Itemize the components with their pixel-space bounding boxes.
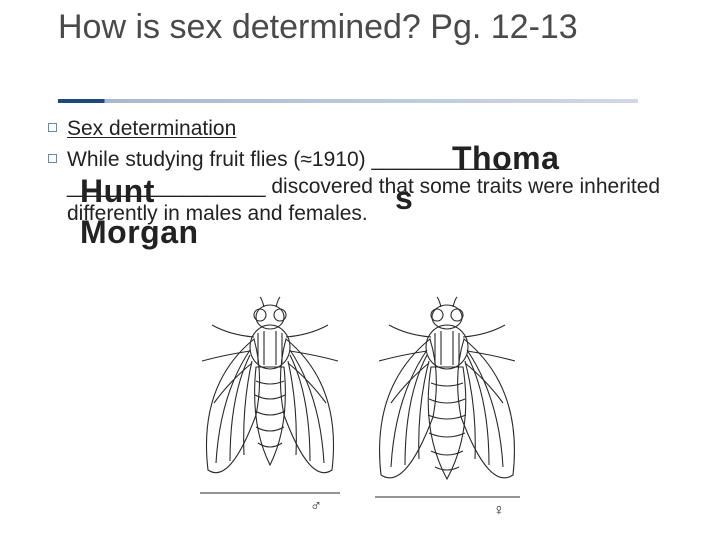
bullet-1-text: Sex determination <box>67 116 688 143</box>
male-symbol-icon: ♂ <box>310 498 322 515</box>
answer-thomas-part1: Thoma <box>452 140 559 177</box>
answer-morgan: Morgan <box>80 214 199 251</box>
fly-male-svg: ♂ <box>190 295 350 520</box>
bullet-marker-icon <box>48 123 57 132</box>
answer-thomas-part2: s <box>395 180 413 217</box>
bullet-1: Sex determination <box>48 116 688 143</box>
fruit-fly-illustration: ♂ <box>190 295 530 525</box>
fly-female-svg: ♀ <box>365 295 530 523</box>
slide-title: How is sex determined? Pg. 12-13 <box>58 8 678 47</box>
fly-female: ♀ <box>365 295 530 523</box>
fly-male: ♂ <box>190 295 350 520</box>
female-symbol-icon: ♀ <box>493 502 505 519</box>
slide: How is sex determined? Pg. 12-13 Sex det… <box>0 0 720 540</box>
answer-hunt: Hunt <box>80 173 155 210</box>
title-underline <box>58 99 638 103</box>
bullet-marker-icon <box>48 154 57 163</box>
